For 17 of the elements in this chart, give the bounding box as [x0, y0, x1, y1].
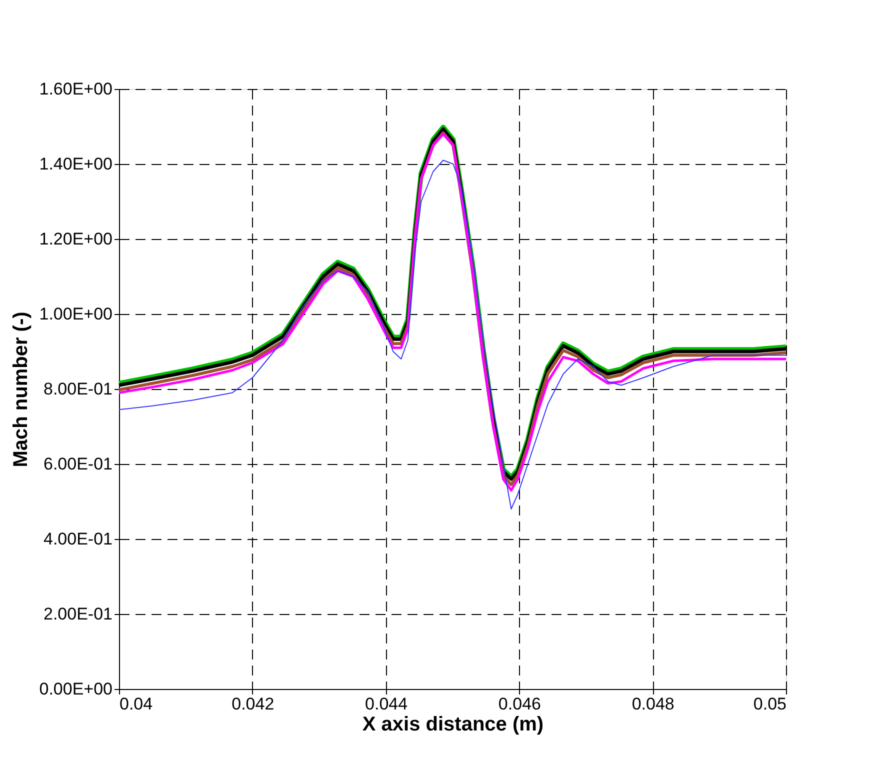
y-tick-label: 8.00E-01 [44, 380, 112, 398]
x-tick-label: 0.048 [632, 694, 674, 714]
y-tick-label: 1.40E+00 [39, 154, 112, 174]
y-tick-label: 1.60E+00 [39, 80, 112, 98]
x-tick-label: 0.04 [120, 694, 153, 714]
x-tick-label: 0.046 [498, 694, 541, 714]
y-axis-title: Mach number (-) [10, 312, 32, 468]
y-tick-label: 2.00E-01 [44, 604, 112, 624]
x-tick-label: 0.042 [232, 694, 274, 714]
x-axis-title: X axis distance (m) [362, 714, 544, 736]
y-tick-label: 4.00E-01 [44, 530, 112, 548]
x-tick-label: 0.05 [753, 694, 786, 714]
y-tick-label: 0.00E+00 [39, 680, 112, 698]
y-tick-label: 1.20E+00 [39, 230, 112, 248]
y-tick-label: 6.00E-01 [44, 454, 112, 474]
y-tick-label: 1.00E+00 [39, 304, 112, 324]
x-tick-label: 0.044 [365, 694, 408, 714]
